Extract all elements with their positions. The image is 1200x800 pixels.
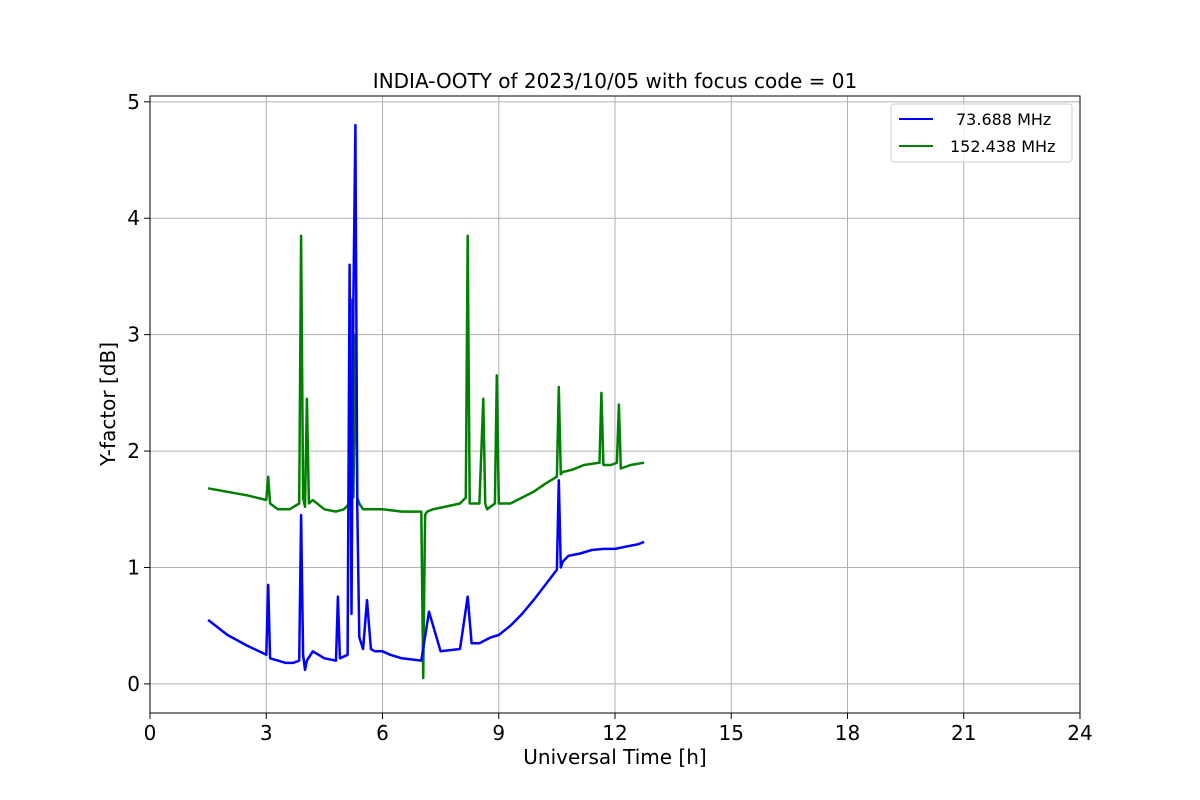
x-tick-label: 12	[602, 721, 627, 745]
x-tick-label: 15	[719, 721, 744, 745]
legend-label-152-438-mhz: 152.438 MHz	[950, 137, 1055, 156]
x-tick-label: 24	[1067, 721, 1092, 745]
y-tick-label: 2	[127, 439, 140, 463]
x-tick-label: 6	[376, 721, 389, 745]
series-line-73-688-mhz	[207, 123, 645, 672]
y-axis-label: Y-factor [dB]	[96, 342, 120, 467]
x-tick-label: 0	[144, 721, 157, 745]
y-tick-label: 5	[127, 90, 140, 114]
chart-title: INDIA-OOTY of 2023/10/05 with focus code…	[373, 69, 857, 93]
x-tick-label: 21	[951, 721, 976, 745]
x-tick-label: 9	[492, 721, 505, 745]
x-tick-label: 18	[835, 721, 860, 745]
legend-box	[890, 103, 1073, 163]
legend: 73.688 MHz 152.438 MHz	[890, 103, 1073, 163]
x-tick-label: 3	[260, 721, 273, 745]
x-axis-label: Universal Time [h]	[523, 745, 706, 769]
y-tick-label: 3	[127, 323, 140, 347]
series-line-152-438-mhz	[207, 234, 645, 680]
grid	[149, 96, 1081, 713]
y-tick-label: 1	[127, 555, 140, 579]
series-lines	[207, 123, 645, 680]
legend-label-73-688-mhz: 73.688 MHz	[956, 110, 1051, 129]
y-tick-label: 0	[127, 672, 140, 696]
y-tick-label: 4	[127, 206, 140, 230]
